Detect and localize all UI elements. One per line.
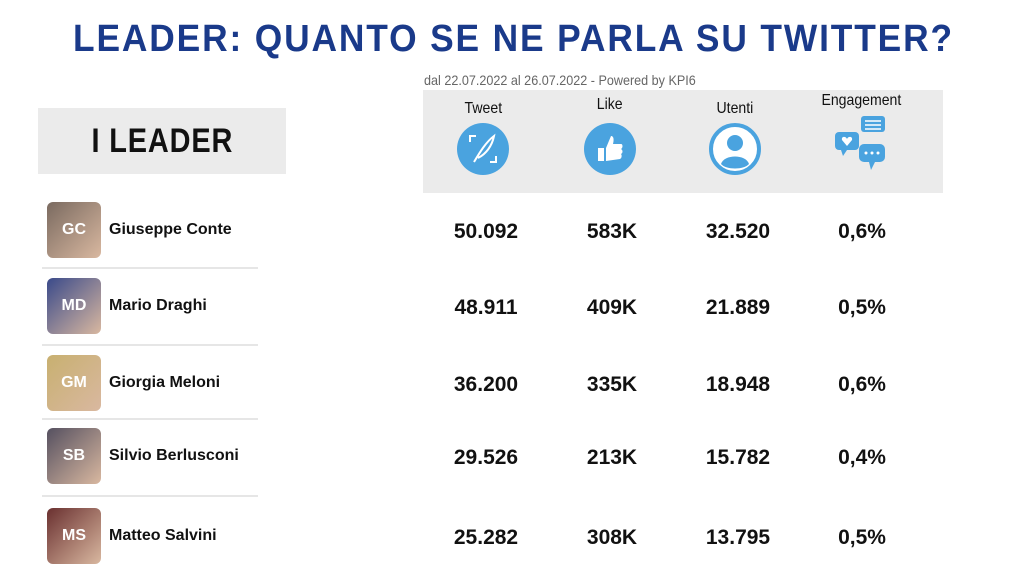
- avatar: MD: [47, 278, 101, 334]
- leader-row: MS Matteo Salvini 25.282 308K 13.795 0,5%: [0, 508, 1024, 578]
- date-range-subtitle: dal 22.07.2022 al 26.07.2022 - Powered b…: [424, 72, 696, 88]
- value-utenti: 13.795: [705, 526, 771, 549]
- value-engagement: 0,6%: [838, 220, 886, 243]
- value-like: 583K: [586, 220, 638, 243]
- leader-name: Giuseppe Conte: [109, 221, 232, 238]
- value-like: 308K: [586, 526, 638, 549]
- column-header-utenti: Utenti: [680, 100, 790, 176]
- leader-row: GC Giuseppe Conte 50.092 583K 32.520 0,6%: [0, 202, 1024, 272]
- page-title: LEADER: QUANTO SE NE PARLA SU TWITTER?: [73, 18, 954, 60]
- column-header-engagement: Engagement: [806, 92, 916, 172]
- avatar-initials: SB: [62, 447, 86, 464]
- leaders-heading-box: I LEADER: [38, 108, 286, 174]
- value-engagement: 0,6%: [838, 373, 886, 396]
- avatar-initials: GC: [62, 221, 86, 238]
- value-tweet: 48.911: [454, 296, 518, 319]
- avatar: GC: [47, 202, 101, 258]
- column-label: Engagement: [821, 92, 901, 109]
- leader-name: Mario Draghi: [109, 297, 207, 314]
- value-tweet: 50.092: [453, 220, 519, 243]
- value-engagement: 0,5%: [838, 526, 886, 549]
- value-utenti: 15.782: [705, 446, 771, 469]
- column-header-tweet: Tweet: [428, 100, 538, 176]
- row-divider: [42, 267, 258, 269]
- avatar: MS: [47, 508, 101, 564]
- metrics-header: Tweet Like Utenti Engagement: [423, 90, 943, 193]
- column-label: Tweet: [464, 100, 502, 117]
- leader-name: Giorgia Meloni: [109, 374, 221, 391]
- column-label: Like: [597, 96, 623, 113]
- value-engagement: 0,4%: [838, 446, 886, 469]
- row-divider: [42, 344, 258, 346]
- user-icon: [709, 123, 761, 175]
- value-utenti: 21.889: [705, 296, 771, 319]
- thumbs-up-icon: [584, 123, 636, 175]
- avatar-initials: GM: [61, 374, 87, 391]
- value-utenti: 32.520: [705, 220, 771, 243]
- column-header-like: Like: [555, 96, 665, 176]
- value-like: 409K: [586, 296, 638, 319]
- leader-row: MD Mario Draghi 48.911 409K 21.889 0,5%: [0, 278, 1024, 348]
- leader-name: Silvio Berlusconi: [109, 447, 239, 464]
- column-label: Utenti: [716, 100, 754, 117]
- row-divider: [42, 495, 258, 497]
- leaders-heading: I LEADER: [91, 121, 233, 160]
- feather-icon: [457, 123, 509, 175]
- value-engagement: 0,5%: [838, 296, 886, 319]
- value-utenti: 18.948: [705, 373, 771, 396]
- value-like: 213K: [586, 446, 638, 469]
- leader-row: GM Giorgia Meloni 36.200 335K 18.948 0,6%: [0, 355, 1024, 425]
- value-tweet: 36.200: [453, 373, 519, 396]
- leader-row: SB Silvio Berlusconi 29.526 213K 15.782 0,4%: [0, 428, 1024, 498]
- value-like: 335K: [586, 373, 638, 396]
- value-tweet: 29.526: [453, 446, 519, 469]
- chat-bubbles-icon: [835, 116, 885, 170]
- avatar-initials: MD: [61, 297, 87, 314]
- avatar: SB: [47, 428, 101, 484]
- avatar-initials: MS: [62, 527, 86, 544]
- value-tweet: 25.282: [453, 526, 519, 549]
- leader-name: Matteo Salvini: [109, 527, 217, 544]
- row-divider: [42, 418, 258, 420]
- avatar: GM: [47, 355, 101, 411]
